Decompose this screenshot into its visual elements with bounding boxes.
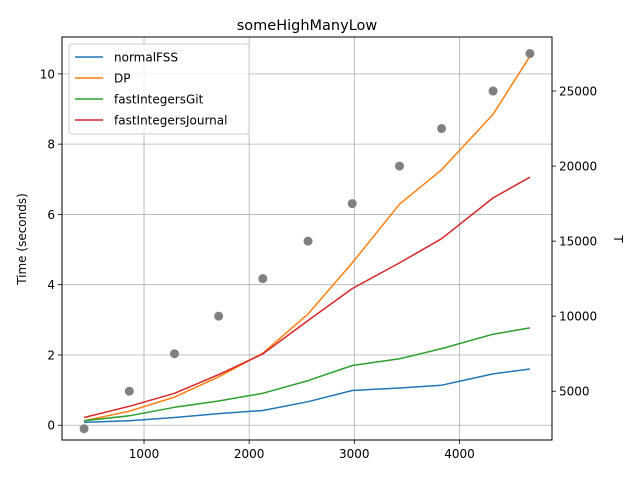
x-tick-label: 1000 xyxy=(129,447,160,461)
secondary-y-axis-ticks: 5000 10000 15000 20000 25000 xyxy=(552,85,597,399)
legend-box xyxy=(68,43,250,135)
legend-label: fastIntegersJournal xyxy=(114,114,227,128)
secondary-point xyxy=(214,311,224,321)
secondary-y-tick-label: 20000 xyxy=(559,160,597,174)
y-tick-label: 4 xyxy=(47,278,55,292)
secondary-point xyxy=(488,86,498,96)
y-axis-label: Time (seconds) xyxy=(15,193,29,286)
secondary-y-tick-label: 10000 xyxy=(559,310,597,324)
secondary-point xyxy=(124,386,134,396)
secondary-point xyxy=(170,349,180,359)
secondary-point xyxy=(347,199,357,209)
secondary-y-tick-label: 25000 xyxy=(559,85,597,99)
x-tick-label: 4000 xyxy=(444,447,475,461)
secondary-point xyxy=(525,49,535,59)
secondary-points xyxy=(79,49,535,434)
legend-label: fastIntegersGit xyxy=(114,93,204,107)
series-line-fastIntegersGit xyxy=(84,327,531,422)
series-line-DP xyxy=(83,55,531,422)
series-lines xyxy=(83,55,531,424)
x-axis-ticks: 1000 2000 3000 4000 xyxy=(129,440,475,461)
secondary-point xyxy=(258,274,268,284)
legend-items: normalFSS DP fastIntegersGit fastIntegersJo… xyxy=(75,51,227,128)
y-tick-label: 0 xyxy=(47,419,55,433)
series-line-fastIntegersJournal xyxy=(83,176,531,419)
secondary-y-axis-label: T xyxy=(611,234,625,243)
secondary-point xyxy=(303,236,313,246)
x-tick-label: 2000 xyxy=(234,447,265,461)
y-tick-label: 8 xyxy=(47,138,55,152)
secondary-y-tick-label: 15000 xyxy=(559,235,597,249)
y-tick-label: 10 xyxy=(40,67,55,81)
secondary-y-tick-label: 5000 xyxy=(559,385,590,399)
plot-area-frame xyxy=(61,36,553,441)
legend-label: DP xyxy=(114,72,130,86)
chart-title: someHighManyLow xyxy=(237,18,378,34)
x-tick-label: 3000 xyxy=(339,447,370,461)
y-axis-ticks: 0 2 4 6 8 10 xyxy=(40,67,62,433)
secondary-point xyxy=(437,124,447,134)
legend: normalFSS DP fastIntegersGit fastIntegersJo… xyxy=(68,43,250,135)
secondary-point xyxy=(79,424,89,434)
y-tick-label: 6 xyxy=(47,208,55,222)
secondary-point xyxy=(395,161,405,171)
series-line-normalFSS xyxy=(84,368,530,424)
legend-label: normalFSS xyxy=(114,51,178,65)
y-tick-label: 2 xyxy=(47,348,55,362)
